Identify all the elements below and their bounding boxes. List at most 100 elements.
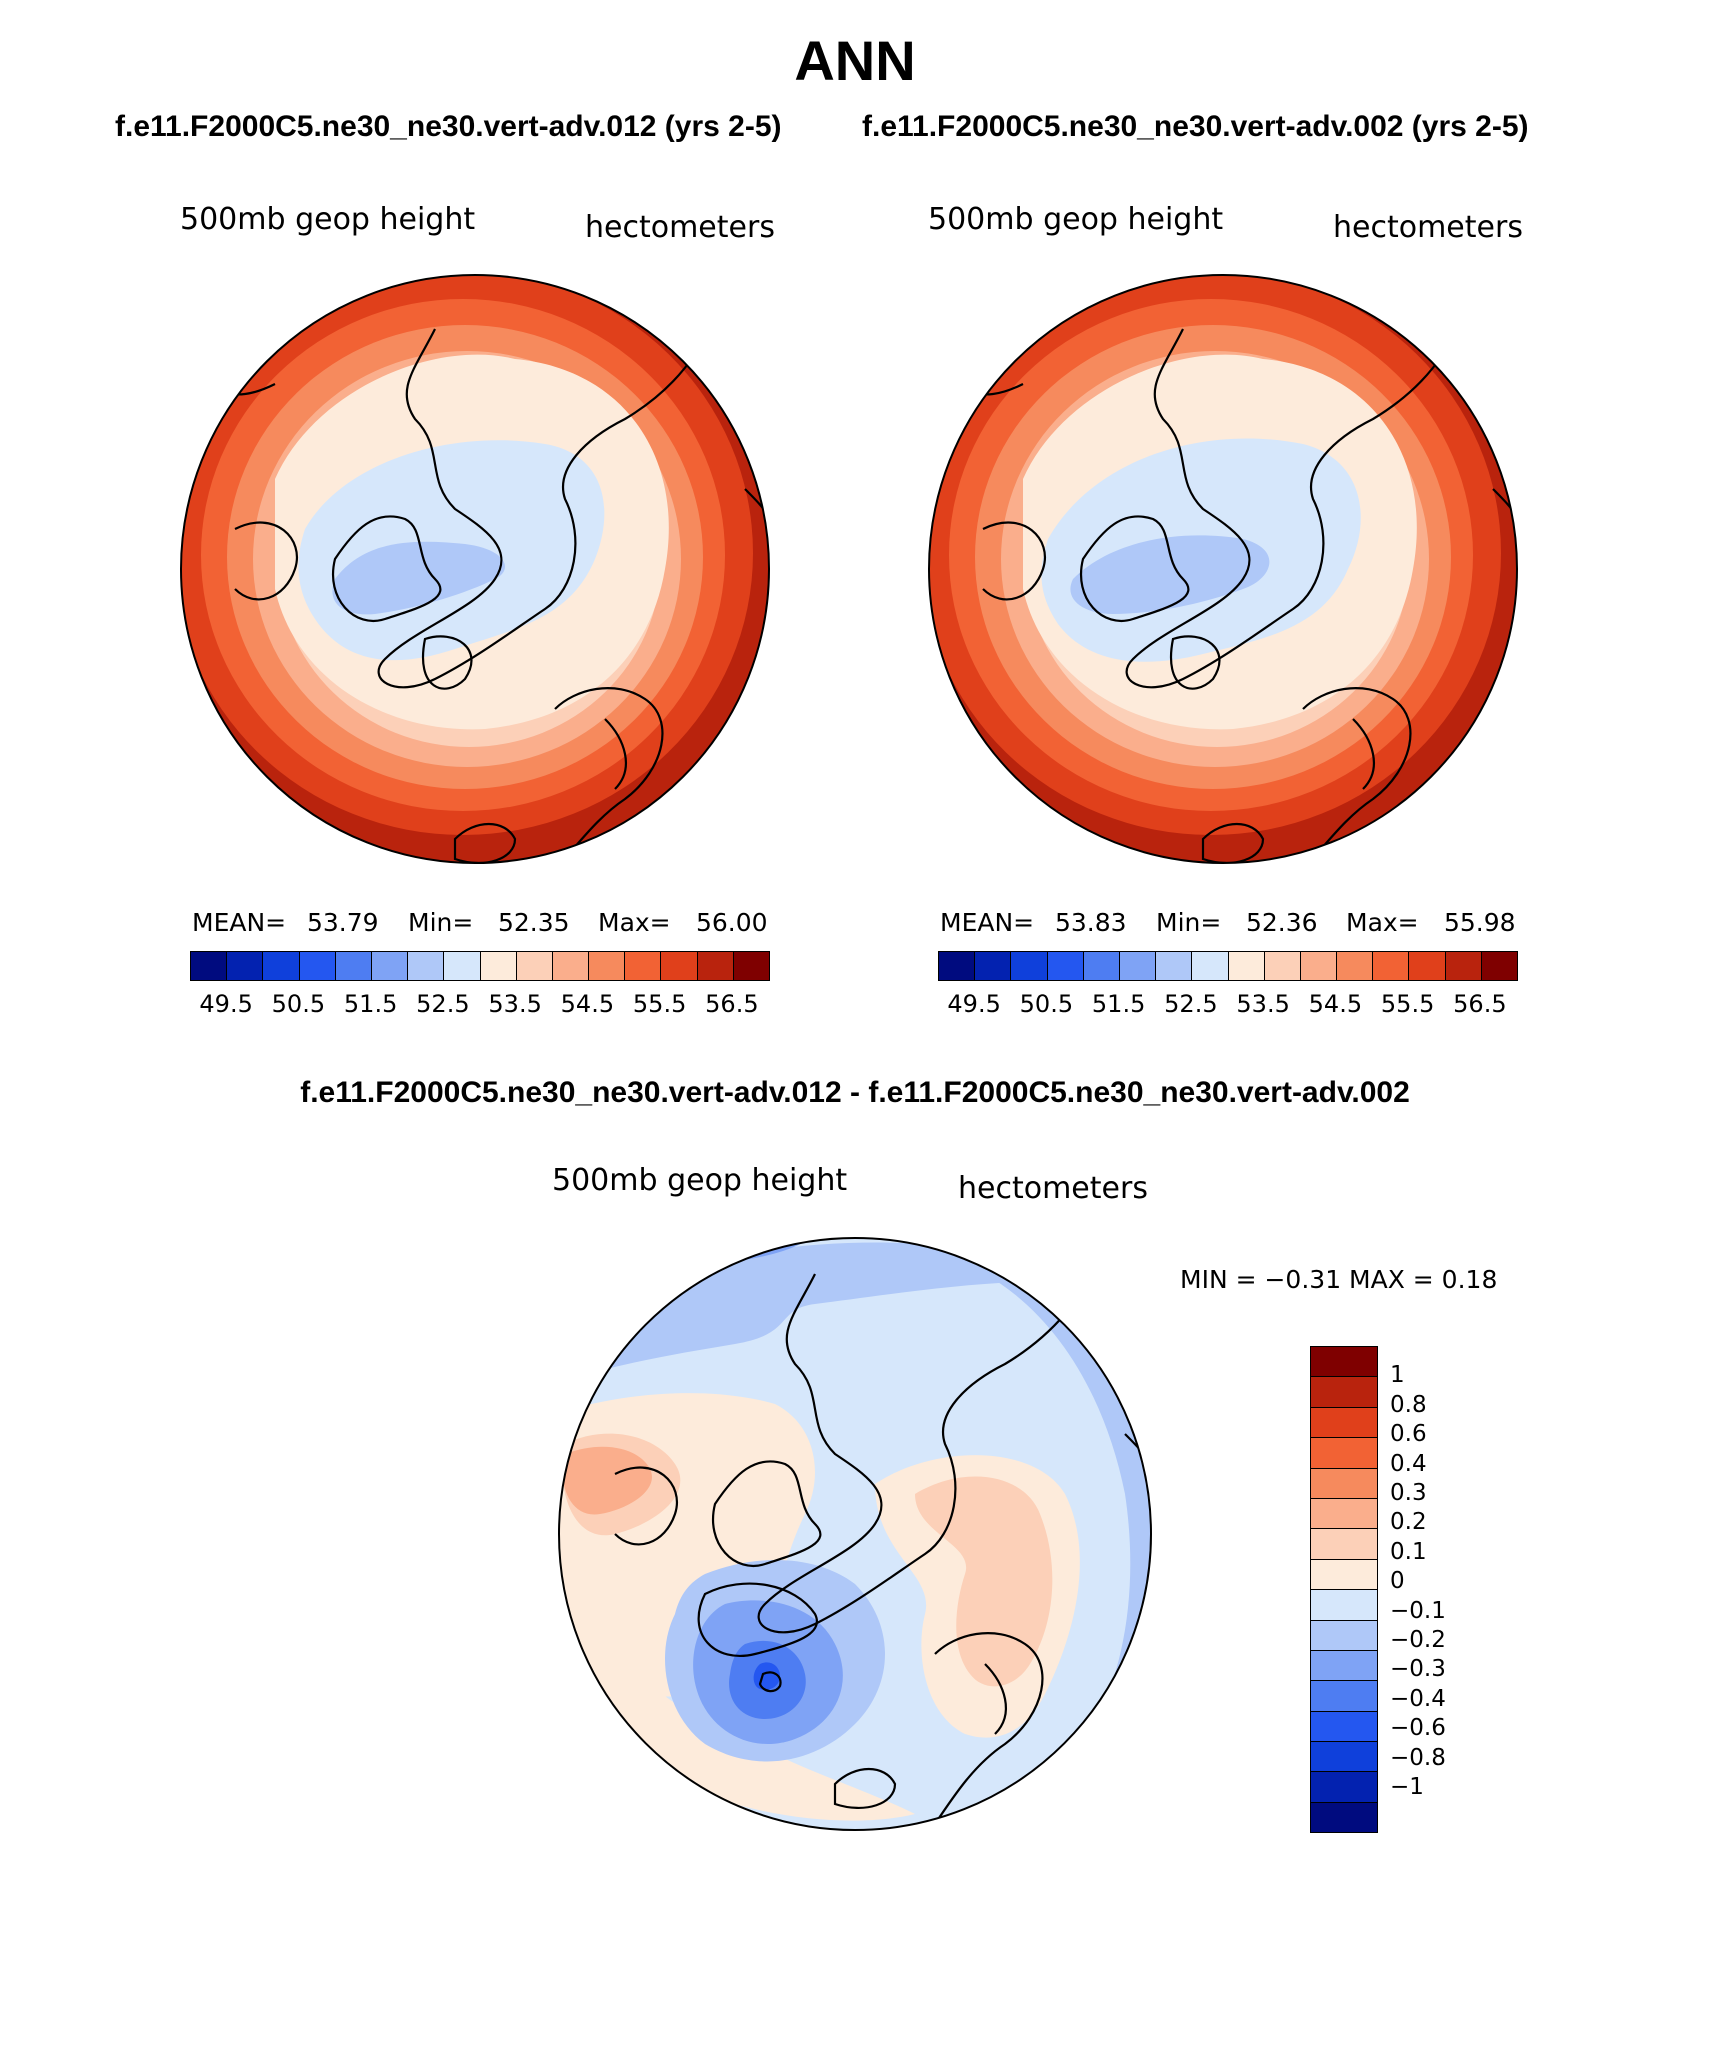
difference-contours: [559, 1238, 1151, 1830]
colorbar-tick-label: 53.5: [1236, 990, 1290, 1018]
panel1-map-border: [180, 274, 770, 864]
diff-colorbar-label: −0.6: [1390, 1715, 1446, 1742]
colorbar-swatch: [1192, 952, 1229, 980]
diff-colorbar-swatch: [1311, 1559, 1377, 1591]
panel2-mean-label: MEAN=: [940, 908, 1035, 937]
colorbar-tick-label: 50.5: [271, 990, 326, 1018]
colorbar-tick-label: 49.5: [199, 990, 253, 1018]
difference-coastlines: [614, 1263, 1151, 1825]
colorbar-swatch: [263, 952, 300, 980]
diff-colorbar-swatch: [1311, 1407, 1377, 1439]
colorbar-swatch: [1119, 952, 1157, 980]
colorbar-swatch: [1156, 952, 1193, 980]
diff-colorbar-swatch: [1311, 1802, 1377, 1833]
colorbar-swatch: [444, 952, 481, 980]
case-right-title: f.e11.F2000C5.ne30_ne30.vert-adv.002 (yr…: [862, 110, 1529, 143]
panel1-min-label: Min=: [408, 908, 474, 937]
diff-colorbar-label: 0.4: [1390, 1450, 1427, 1477]
panel1-mean-value: 53.79: [307, 908, 379, 937]
colorbar-swatch: [697, 952, 734, 980]
panel1-contours: [181, 275, 769, 863]
colorbar-swatch: [1083, 952, 1120, 980]
panel2-colorbar-ticks: 49.5 50.5 51.5 52.5 53.5 54.5 55.5 56.5: [938, 990, 1516, 1020]
colorbar-tick-label: 55.5: [632, 990, 687, 1018]
panel2-colorbar: [938, 951, 1518, 981]
colorbar-swatch: [661, 952, 698, 980]
diff-colorbar-swatch: [1311, 1620, 1377, 1651]
colorbar-swatch: [552, 952, 590, 980]
colorbar-swatch: [1337, 952, 1374, 980]
difference-map-border: [558, 1237, 1152, 1831]
difference-title: f.e11.F2000C5.ne30_ne30.vert-adv.012 - f…: [300, 1076, 1410, 1109]
diff-colorbar-swatch: [1311, 1772, 1377, 1803]
diff-colorbar-label: −0.2: [1390, 1627, 1446, 1653]
diff-units: hectometers: [958, 1171, 1148, 1206]
panel2-mean-value: 53.83: [1055, 908, 1127, 937]
diff-colorbar-label: 0: [1390, 1568, 1405, 1595]
diff-colorbar-swatch: [1311, 1498, 1377, 1530]
colorbar-swatch: [1300, 952, 1338, 980]
colorbar-swatch: [227, 952, 264, 980]
colorbar-tick-label: 52.5: [416, 990, 470, 1018]
panel2-min-value: 52.36: [1246, 908, 1318, 937]
colorbar-tick-label: 49.5: [947, 990, 1001, 1018]
diff-colorbar-swatch: [1311, 1377, 1377, 1408]
difference-min-max: MIN = −0.31 MAX = 0.18: [1180, 1265, 1498, 1294]
panel1-mean-label: MEAN=: [192, 908, 287, 937]
colorbar-swatch: [1373, 952, 1410, 980]
colorbar-swatch: [1264, 952, 1301, 980]
panel1-colorbar-ticks: 49.5 50.5 51.5 52.5 53.5 54.5 55.5 56.5: [190, 990, 768, 1020]
diff-colorbar-label: −0.4: [1390, 1685, 1446, 1712]
diff-colorbar-label: 0.1: [1390, 1538, 1427, 1565]
colorbar-swatch: [191, 952, 228, 980]
panel1-max-label: Max=: [598, 908, 671, 937]
colorbar-swatch: [1228, 952, 1265, 980]
panel1-variable: 500mb geop height: [180, 202, 476, 237]
panel2-max-label: Max=: [1346, 908, 1419, 937]
panel2-units: hectometers: [1333, 210, 1523, 245]
colorbar-swatch: [299, 952, 336, 980]
colorbar-swatch: [589, 952, 626, 980]
colorbar-swatch: [371, 952, 409, 980]
colorbar-swatch: [335, 952, 372, 980]
colorbar-tick-label: 51.5: [343, 990, 398, 1018]
diff-colorbar-label: −1: [1390, 1774, 1424, 1800]
colorbar-tick-label: 52.5: [1164, 990, 1218, 1018]
panel1-polar-map: [180, 274, 770, 864]
panel1-coastlines: [214, 308, 769, 863]
difference-colorbar: [1310, 1346, 1378, 1834]
colorbar-tick-label: 55.5: [1380, 990, 1435, 1018]
diff-colorbar-label: 0.2: [1390, 1509, 1427, 1536]
diff-colorbar-swatch: [1311, 1650, 1377, 1682]
panel1-units: hectometers: [585, 210, 775, 245]
colorbar-tick-label: 56.5: [705, 990, 759, 1018]
colorbar-swatch: [1481, 952, 1517, 980]
main-title: ANN: [794, 29, 916, 92]
colorbar-tick-label: 53.5: [488, 990, 542, 1018]
panel1-colorbar: [190, 951, 770, 981]
diff-colorbar-swatch: [1311, 1438, 1377, 1469]
panel1-max-value: 56.00: [696, 908, 768, 937]
panel2-coastlines: [962, 308, 1517, 863]
colorbar-swatch: [625, 952, 662, 980]
panel2-map-border: [928, 274, 1518, 864]
diff-colorbar-label: −0.1: [1390, 1597, 1446, 1624]
colorbar-swatch: [408, 952, 445, 980]
panel2-max-value: 55.98: [1444, 908, 1516, 937]
diff-colorbar-swatch: [1311, 1742, 1377, 1773]
diff-colorbar-label: 1: [1390, 1362, 1405, 1389]
diff-variable: 500mb geop height: [552, 1163, 848, 1198]
panel2-variable: 500mb geop height: [928, 202, 1224, 237]
diff-colorbar-label: 0.6: [1390, 1421, 1427, 1448]
panel2-polar-map: [928, 274, 1518, 864]
diff-colorbar-swatch: [1311, 1711, 1377, 1743]
colorbar-swatch: [480, 952, 517, 980]
colorbar-swatch: [1445, 952, 1482, 980]
colorbar-tick-label: 50.5: [1019, 990, 1074, 1018]
diff-colorbar-label: 0.8: [1390, 1391, 1427, 1418]
diff-colorbar-label: 0.3: [1390, 1480, 1427, 1506]
case-left-title: f.e11.F2000C5.ne30_ne30.vert-adv.012 (yr…: [115, 110, 782, 143]
difference-polar-map: [558, 1237, 1152, 1831]
diff-colorbar-swatch: [1311, 1347, 1377, 1378]
diff-colorbar-swatch: [1311, 1590, 1377, 1621]
